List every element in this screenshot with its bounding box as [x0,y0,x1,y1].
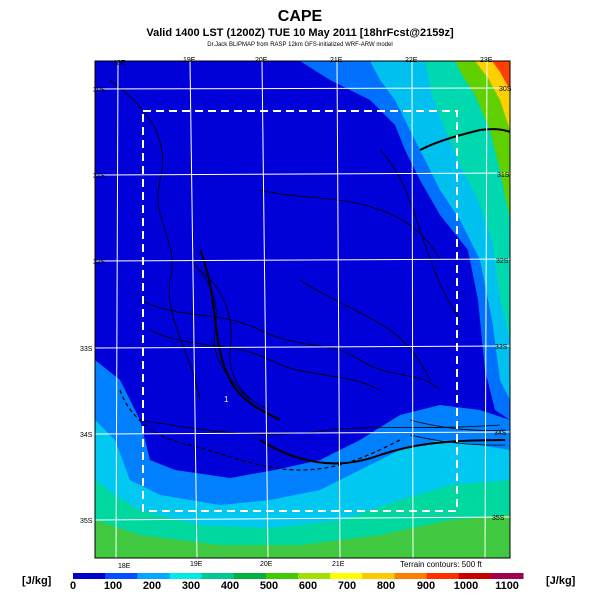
cape-field-east-high [425,61,510,340]
left-lat-labels: 30S 31S 32S 33S 34S 35S [80,87,106,525]
colorbar-swatch [426,573,460,579]
colorbar-swatch [105,573,138,579]
top-lon-label: 20E [255,57,268,64]
model-credit: Dr.Jack BLIPMAP from RASP 12km GFS-initi… [207,42,393,48]
left-lat-label: 30S [93,87,106,94]
major-terrain-contours [199,128,511,465]
right-lat-label: 34S [494,430,507,437]
top-lon-label: 22E [405,57,418,64]
colorbar-label: 400 [220,580,240,592]
colorbar-swatch [394,573,428,579]
colorbar-label: 200 [142,580,162,592]
colorbar-swatch [298,573,331,579]
map-title: CAPE [277,8,323,25]
colorbar-label: 1000 [453,580,479,592]
colorbar-swatch [169,573,203,579]
left-lat-label: 35S [80,518,93,525]
left-lat-label: 32S [93,259,106,266]
top-lon-label: 21E [330,57,343,64]
lat-lon-grid [94,60,511,559]
colorbar-label: 700 [337,580,357,592]
cape-field-south-green [95,515,510,558]
left-lat-label: 34S [80,432,93,439]
coastline [119,389,401,471]
colorbar-swatch [490,573,524,579]
colorbar-label: 1100 [495,580,519,592]
colorbar-swatch [137,573,170,579]
bottom-lon-labels: 18E 19E 20E 21E [118,561,345,570]
right-lat-label: 32S [496,258,509,265]
colorbar-swatch [265,573,299,579]
right-lat-label: 31S [497,172,510,179]
right-lat-label: 35S [492,515,505,522]
colorbar-label: 500 [259,580,279,592]
terrain-contours [109,79,506,446]
colorbar-label: 600 [298,580,318,592]
colorbar-swatch [458,573,492,579]
top-lon-label: 23E [480,57,493,64]
right-lat-labels: 30S 31S 32S 33S 34S 35S [492,86,512,522]
inner-domain-box [142,110,458,512]
cape-field-northeast-peak [455,61,510,220]
cape-field-corner-peak [492,61,510,90]
colorbar-label: 100 [103,580,123,592]
bottom-lon-label: 19E [190,561,203,568]
left-lat-label: 31S [93,173,106,180]
colorbar-label: 300 [181,580,201,592]
colorbar-label: 900 [416,580,436,592]
right-lat-label: 30S [499,86,512,93]
map-frame [94,60,511,559]
top-lon-label: 19E [183,57,196,64]
valid-time-subtitle: Valid 1400 LST (1200Z) TUE 10 May 2011 [… [146,27,454,39]
left-lat-label: 33S [80,346,93,353]
colorbar-unit-left: [J/kg] [22,575,52,587]
colorbar-label: 800 [376,580,396,592]
colorbar-swatch [201,573,235,579]
colorbar-label: 0 [69,580,77,592]
colorbar-swatch [233,573,267,579]
colorbar-swatch [330,573,363,579]
colorbar [73,573,524,579]
right-lat-label: 33S [495,344,508,351]
cape-field-corner-max [475,61,510,130]
top-lon-label: 18E [113,60,126,67]
terrain-contour-note: Terrain contours: 500 ft [400,560,482,569]
colorbar-unit-right: [J/kg] [546,575,576,587]
bottom-lon-label: 21E [332,561,345,568]
colorbar-swatch [73,573,106,579]
bottom-lon-label: 18E [118,563,131,570]
bottom-lon-label: 20E [260,561,273,568]
colorbar-swatch [362,573,395,579]
top-lon-labels: 18E 19E 20E 21E 22E 23E [113,57,493,67]
site-marker-label: 1 [224,395,229,404]
